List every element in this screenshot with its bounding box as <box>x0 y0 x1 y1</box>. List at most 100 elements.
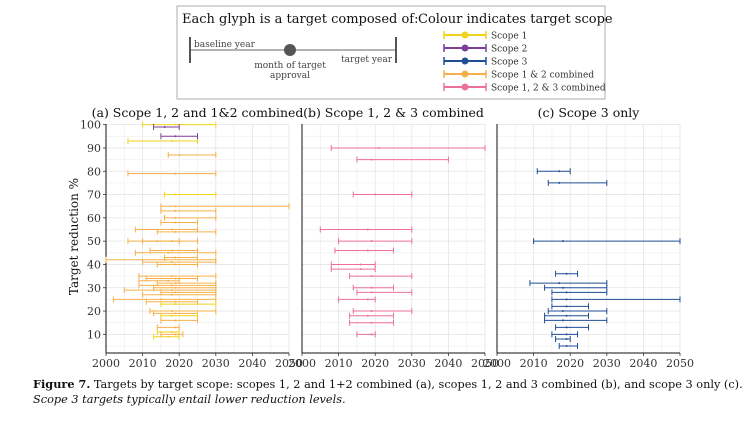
y-tick-label: 60 <box>87 212 101 225</box>
legend-scope-label: Scope 3 <box>491 58 528 68</box>
chart-panel: (c) Scope 3 only 2000 2010 2020 2030 2040 2050 <box>483 105 694 370</box>
target-approval-dot <box>174 221 177 224</box>
target-approval-dot <box>170 228 173 231</box>
target-approval-dot <box>174 333 177 336</box>
target-glyph <box>529 280 608 287</box>
target-approval-dot <box>565 333 568 336</box>
target-approval-dot <box>370 275 373 278</box>
target-approval-dot <box>174 230 177 233</box>
x-tick-label: 2040 <box>629 357 657 370</box>
target-glyph <box>349 319 394 326</box>
target-glyph <box>160 219 198 226</box>
target-approval-dot <box>174 291 177 294</box>
target-approval-dot <box>370 310 373 313</box>
x-tick-label: 2000 <box>92 357 120 370</box>
panel-title: (c) Scope 3 only <box>538 105 641 120</box>
target-approval-dot <box>167 335 170 338</box>
target-glyph <box>544 312 589 319</box>
legend-scope-label: Scope 1, 2 & 3 combined <box>491 84 606 94</box>
target-glyph <box>536 168 571 175</box>
target-approval-dot <box>565 305 568 308</box>
target-approval-dot <box>370 333 373 336</box>
target-approval-dot <box>170 293 173 296</box>
caption-label: Figure 7. <box>33 377 91 391</box>
legend-scope-list: Scope 1 Scope 2 Scope 3 Scope 1 & 2 combine… <box>443 31 606 94</box>
target-approval-dot <box>170 261 173 264</box>
target-glyph <box>160 133 198 140</box>
x-tick-label: 2030 <box>202 357 230 370</box>
target-glyph <box>356 289 413 296</box>
target-glyph <box>105 256 217 263</box>
target-approval-dot <box>370 321 373 324</box>
legend-scope-dot <box>461 31 469 39</box>
target-approval-dot <box>174 193 177 196</box>
target-glyph <box>352 308 413 315</box>
target-glyph <box>149 247 198 254</box>
target-approval-dot <box>377 146 380 149</box>
target-glyph <box>149 308 217 315</box>
target-glyph <box>156 261 198 268</box>
target-approval-dot <box>366 249 369 252</box>
target-glyph <box>544 284 608 291</box>
target-approval-dot <box>170 314 173 317</box>
x-tick-label: 2020 <box>361 357 389 370</box>
legend-glyph-example: baseline year target year month of targe… <box>189 37 397 81</box>
legend-scope-dot <box>461 70 469 78</box>
legend-glyph-heading: Each glyph is a target composed of: <box>182 12 419 27</box>
y-axis-label: Target reduction % <box>67 178 81 295</box>
y-tick-label: 20 <box>87 305 101 318</box>
target-approval-dot <box>370 158 373 161</box>
target-glyph <box>127 170 217 177</box>
target-glyph <box>164 214 217 221</box>
target-approval-dot <box>565 345 568 348</box>
target-approval-dot <box>565 272 568 275</box>
target-approval-dot <box>366 228 369 231</box>
glyph-approval-label-line: month of target <box>254 61 326 71</box>
y-tick-label: 70 <box>87 189 101 202</box>
x-tick-label: 2010 <box>325 357 353 370</box>
legend-scope-item: Scope 2 <box>443 44 527 55</box>
panel-title: (a) Scope 1, 2 and 1&2 combined <box>92 105 304 120</box>
x-tick-label: 2050 <box>275 357 303 370</box>
target-approval-dot <box>167 279 170 282</box>
target-approval-dot <box>170 331 173 334</box>
target-approval-dot <box>174 123 177 126</box>
y-tick-label: 40 <box>87 258 101 271</box>
target-glyph <box>142 238 198 245</box>
target-glyph <box>330 261 376 268</box>
target-approval-dot <box>174 135 177 138</box>
x-tick-label: 2050 <box>666 357 694 370</box>
legend-scope-item: Scope 3 <box>443 57 528 68</box>
legend-scope-label: Scope 1 & 2 combined <box>491 71 594 81</box>
y-tick-label: 50 <box>87 235 101 248</box>
target-approval-dot <box>565 326 568 329</box>
target-glyph <box>330 266 376 273</box>
target-approval-dot <box>170 310 173 313</box>
x-tick-label: 2030 <box>593 357 621 370</box>
legend-scope-item: Scope 1 <box>443 31 527 42</box>
x-tick-label: 2000 <box>483 357 511 370</box>
target-approval-dot <box>565 298 568 301</box>
y-tick-label: 10 <box>87 328 101 341</box>
target-approval-dot <box>174 282 177 285</box>
target-approval-dot <box>558 282 561 285</box>
target-glyph <box>160 203 290 210</box>
target-glyph <box>544 317 608 324</box>
figure-caption: Figure 7. Targets by target scope: scope… <box>33 377 748 407</box>
target-glyph <box>160 301 217 308</box>
y-tick-label: 100 <box>80 119 101 132</box>
target-approval-dot <box>159 298 162 301</box>
target-glyph <box>334 247 394 254</box>
target-approval-dot <box>174 300 177 303</box>
target-glyph <box>330 144 486 151</box>
caption-note: Scope 3 targets typically entail lower r… <box>33 393 346 406</box>
target-glyph <box>356 331 376 338</box>
target-glyph <box>338 238 413 245</box>
target-approval-dot <box>565 314 568 317</box>
target-glyph <box>558 343 579 350</box>
target-glyph <box>153 333 180 340</box>
glyph-approval-label: month of target approval <box>254 61 326 81</box>
target-approval-dot <box>359 268 362 271</box>
target-approval-dot <box>170 275 173 278</box>
target-approval-dot <box>174 312 177 315</box>
